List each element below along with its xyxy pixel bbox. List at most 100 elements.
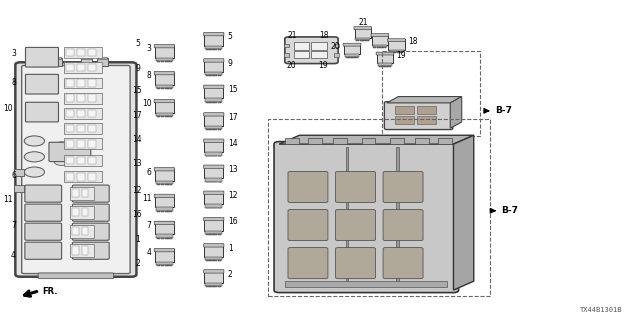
Text: 12: 12 xyxy=(132,186,142,195)
Bar xyxy=(205,72,222,75)
Bar xyxy=(218,234,221,235)
Bar xyxy=(210,260,214,261)
Bar xyxy=(204,59,223,72)
Bar xyxy=(346,147,348,285)
Bar xyxy=(161,238,164,239)
Text: 18: 18 xyxy=(408,37,417,46)
Text: 3: 3 xyxy=(147,44,152,53)
Bar xyxy=(379,66,381,67)
Bar xyxy=(72,246,79,254)
Bar xyxy=(164,184,168,185)
Bar xyxy=(204,270,223,283)
FancyBboxPatch shape xyxy=(383,210,423,241)
Bar xyxy=(204,244,223,257)
Bar xyxy=(82,189,88,197)
Text: 5: 5 xyxy=(135,39,140,48)
Bar xyxy=(362,138,376,144)
Bar xyxy=(218,49,221,50)
Bar xyxy=(344,44,360,54)
FancyBboxPatch shape xyxy=(371,34,388,36)
Bar xyxy=(35,59,46,67)
FancyBboxPatch shape xyxy=(204,244,224,247)
Bar xyxy=(206,75,210,76)
FancyBboxPatch shape xyxy=(335,210,376,241)
Text: 16: 16 xyxy=(132,210,142,219)
Bar xyxy=(205,204,222,208)
Bar xyxy=(372,34,388,45)
FancyBboxPatch shape xyxy=(72,223,109,240)
FancyBboxPatch shape xyxy=(22,66,130,274)
Bar xyxy=(205,126,222,129)
FancyBboxPatch shape xyxy=(274,142,458,292)
Bar xyxy=(155,195,174,207)
Text: TX44B1301B: TX44B1301B xyxy=(580,307,623,313)
Bar xyxy=(284,53,289,57)
Bar xyxy=(355,38,370,40)
Bar xyxy=(66,109,74,117)
Bar xyxy=(164,265,168,266)
Bar xyxy=(312,42,326,50)
Bar xyxy=(156,207,173,211)
FancyBboxPatch shape xyxy=(388,39,405,42)
Bar xyxy=(204,33,223,46)
Bar xyxy=(214,234,218,235)
Bar xyxy=(66,125,74,132)
Bar xyxy=(355,27,371,38)
Bar xyxy=(333,44,339,47)
Bar xyxy=(66,49,74,56)
FancyBboxPatch shape xyxy=(25,204,61,221)
Bar xyxy=(161,184,164,185)
Bar xyxy=(77,94,85,102)
Bar xyxy=(66,64,74,71)
Circle shape xyxy=(24,167,45,177)
Bar xyxy=(82,246,88,254)
Bar xyxy=(156,113,173,116)
Bar xyxy=(204,165,223,178)
Bar xyxy=(210,286,214,287)
FancyBboxPatch shape xyxy=(154,99,175,103)
Bar xyxy=(397,52,399,53)
Bar xyxy=(383,47,387,48)
Bar xyxy=(82,208,88,216)
Bar xyxy=(161,265,164,266)
Bar xyxy=(438,138,452,144)
Polygon shape xyxy=(387,97,461,103)
FancyBboxPatch shape xyxy=(26,47,58,67)
FancyBboxPatch shape xyxy=(25,185,61,202)
Text: 21: 21 xyxy=(358,18,367,27)
Text: 6: 6 xyxy=(11,171,16,180)
Bar xyxy=(205,283,222,286)
FancyBboxPatch shape xyxy=(204,217,224,221)
Bar xyxy=(394,106,413,114)
FancyBboxPatch shape xyxy=(72,242,109,259)
FancyBboxPatch shape xyxy=(335,248,376,279)
Bar xyxy=(285,281,447,287)
Bar xyxy=(168,265,172,266)
Bar xyxy=(77,140,85,148)
Text: FR.: FR. xyxy=(43,287,58,296)
Text: 13: 13 xyxy=(132,159,142,168)
Bar xyxy=(14,185,24,192)
FancyBboxPatch shape xyxy=(383,172,423,203)
Bar xyxy=(63,123,102,134)
Text: 5: 5 xyxy=(228,32,232,41)
Bar xyxy=(377,47,380,48)
Bar xyxy=(218,75,221,76)
Bar xyxy=(88,140,96,148)
Text: 15: 15 xyxy=(132,86,142,95)
Bar xyxy=(156,84,173,88)
Bar xyxy=(374,47,376,48)
FancyBboxPatch shape xyxy=(26,74,58,94)
FancyBboxPatch shape xyxy=(288,210,328,241)
Bar xyxy=(363,40,366,41)
Text: 3: 3 xyxy=(11,49,16,58)
Text: 4: 4 xyxy=(11,251,16,260)
Bar xyxy=(82,227,88,236)
Text: 9: 9 xyxy=(135,63,140,73)
FancyBboxPatch shape xyxy=(354,27,372,30)
Bar xyxy=(378,63,392,66)
Text: 12: 12 xyxy=(228,191,237,200)
Text: 6: 6 xyxy=(147,168,152,177)
Bar xyxy=(205,230,222,234)
Bar xyxy=(88,109,96,117)
